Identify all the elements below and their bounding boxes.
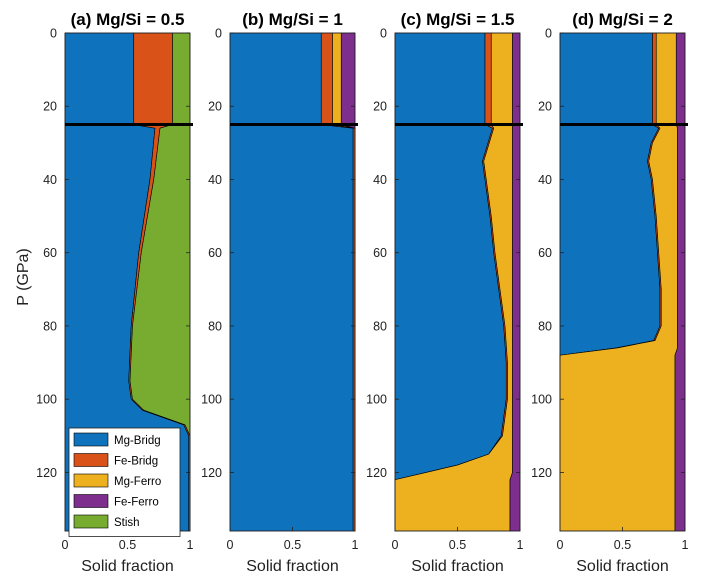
y-tick-label: 0 [545, 27, 552, 41]
x-axis-label: Solid fraction [411, 558, 504, 575]
x-tick-label: 1 [187, 538, 194, 552]
y-tick-label: 80 [538, 319, 552, 333]
y-tick-label: 60 [538, 246, 552, 260]
y-tick-label: 40 [538, 173, 552, 187]
x-tick-label: 1 [517, 538, 524, 552]
panel-1: 0 20 40 60 80 100 120 0 0.5 1 Solid fraction (a) Mg… [36, 10, 193, 575]
y-tick-label: 120 [366, 466, 387, 480]
x-tick-label: 1 [682, 538, 689, 552]
x-axis-label: Solid fraction [576, 558, 669, 575]
y-tick-label: 20 [538, 100, 552, 114]
y-axis-label: P (GPa) [15, 248, 32, 306]
y-tick-label: 100 [531, 393, 552, 407]
panel-title: (d) Mg/Si = 2 [572, 10, 673, 29]
legend-swatch-fe-ferro [73, 494, 109, 508]
y-tick-label: 0 [215, 27, 222, 41]
legend-label: Fe-Bridg [114, 456, 158, 468]
y-tick-label: 100 [36, 393, 57, 407]
x-tick-label: 0 [227, 538, 234, 552]
y-tick-label: 20 [373, 100, 387, 114]
x-tick-label: 0.5 [614, 538, 631, 552]
legend: Mg-Bridg Fe-Bridg Mg-Ferro Fe-Ferro Stish [68, 427, 181, 537]
y-tick-label: 120 [201, 466, 222, 480]
x-tick-label: 1 [352, 538, 359, 552]
y-tick-label: 100 [201, 393, 222, 407]
panel-title: (a) Mg/Si = 0.5 [71, 10, 185, 29]
y-tick-label: 40 [373, 173, 387, 187]
legend-swatch-mg-bridg [73, 432, 109, 447]
y-tick-label: 0 [380, 27, 387, 41]
y-tick-label: 60 [208, 246, 222, 260]
legend-label: Stish [114, 517, 140, 529]
legend-swatch-fe-bridg [73, 453, 109, 467]
y-tick-label: 20 [43, 100, 57, 114]
y-tick-label: 120 [36, 466, 57, 480]
y-tick-label: 100 [366, 393, 387, 407]
x-axis-label: Solid fraction [81, 558, 174, 575]
y-tick-label: 40 [208, 173, 222, 187]
y-tick-label: 40 [43, 173, 57, 187]
panel-title: (c) Mg/Si = 1.5 [401, 10, 515, 29]
x-tick-label: 0 [557, 538, 564, 552]
panel-2: 0 20 40 60 80 100 120 0 0.5 1 Solid fraction (b) Mg… [201, 10, 358, 575]
y-tick-label: 80 [43, 319, 57, 333]
legend-swatch-mg-ferro [73, 473, 109, 488]
y-tick-label: 60 [43, 246, 57, 260]
legend-swatch-stish [73, 514, 109, 529]
legend-label: Mg-Bridg [114, 435, 161, 447]
y-tick-label: 120 [531, 466, 552, 480]
panel-title: (b) Mg/Si = 1 [242, 10, 343, 29]
y-tick-label: 60 [373, 246, 387, 260]
x-tick-label: 0 [392, 538, 399, 552]
y-tick-label: 20 [208, 100, 222, 114]
x-tick-label: 0.5 [449, 538, 466, 552]
panel-3: 0 20 40 60 80 100 120 0 0.5 1 Solid fraction (c) Mg… [366, 10, 523, 575]
x-axis-label: Solid fraction [246, 558, 339, 575]
panel-4: 0 20 40 60 80 100 120 0 0.5 1 Solid fraction (d) Mg… [531, 10, 688, 575]
y-tick-label: 0 [50, 27, 57, 41]
x-tick-label: 0 [62, 538, 69, 552]
legend-label: Fe-Ferro [114, 497, 159, 509]
y-tick-label: 80 [208, 319, 222, 333]
legend-label: Mg-Ferro [114, 476, 161, 488]
x-tick-label: 0.5 [119, 538, 136, 552]
x-tick-label: 0.5 [284, 538, 301, 552]
y-tick-label: 80 [373, 319, 387, 333]
